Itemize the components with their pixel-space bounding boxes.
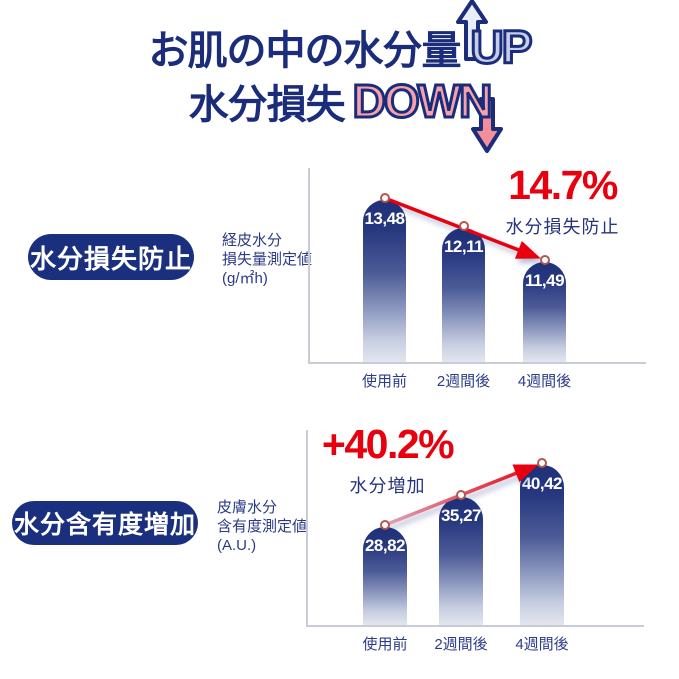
up-badge: UP [455,0,534,73]
bar-4-weeks: 40,42 [520,465,564,625]
measure-label: 経皮水分 損失量測定値 (g/㎡h) [222,231,312,288]
bar-value-label: 11,49 [524,271,565,290]
page-title: お肌の中の水分量 UP 水分損失 DOWN [0,0,679,153]
annotation-percent: 14.7% [508,162,618,208]
bar-2-weeks: 35,27 [439,497,483,625]
up-badge-text: UP [469,21,534,73]
bar-value-label: 40,42 [521,474,563,493]
annotation-caption: 水分損失防止 [505,217,620,237]
data-point-dot [537,458,547,468]
chart-area: 28,82 35,27 40,42 使用前 2週間後 [306,430,644,653]
bar-value-label: 28,82 [364,536,406,555]
title-line-2-text: 水分損失 [188,83,346,127]
up-arrow-icon [455,0,488,61]
section-pill-label: 水分含有度増加 [13,511,196,539]
chart-area: 13,48 12,11 11,49 使用前 2週間後 [308,168,646,390]
measure-label-line: 損失量測定値 [222,251,313,268]
annotation: +40.2% 水分増加 [305,424,470,498]
tick-label: 使用前 [362,636,408,653]
tick-label: 4週間後 [515,636,569,653]
tick-label: 4週間後 [517,373,572,390]
measure-label-line: 皮膚水分 [217,499,278,516]
annotation-caption: 水分増加 [349,476,426,496]
section-pill-label: 水分損失防止 [29,243,192,274]
data-point-dot [458,221,469,231]
measure-label-line: (A.U.) [217,537,257,554]
section-pill: 水分損失防止 [28,234,194,280]
down-badge-text: DOWN [351,75,494,127]
measure-label-line: 経皮水分 [222,232,283,249]
measure-label-line: (g/㎡h) [222,270,268,287]
section-pill: 水分含有度増加 [12,501,198,545]
down-badge: DOWN [351,75,504,153]
bar-before-use: 28,82 [363,527,407,625]
down-arrow-icon [471,97,504,153]
trend-arrow-icon [383,196,541,259]
data-point-dot [456,490,466,500]
bar-value-label: 12,11 [443,237,484,256]
annotation-percent: +40.2% [321,421,455,467]
title-line-1: お肌の中の水分量 UP [0,0,679,74]
bar-2-weeks: 12,11 [442,228,485,362]
title-line-2: 水分損失 DOWN [0,74,679,153]
tick-label: 使用前 [361,373,408,390]
title-line-1-text: お肌の中の水分量 [148,29,462,73]
bar-value-label: 13,48 [364,209,405,228]
bar-before-use: 13,48 [363,200,406,362]
measure-label-line: 含有度測定値 [217,518,308,535]
data-point-dot [539,255,550,265]
measure-label: 皮膚水分 含有度測定値 (A.U.) [217,498,307,555]
data-point-dot [380,520,390,530]
data-point-dot [379,193,390,203]
bar-value-label: 35,27 [440,506,482,525]
trend-arrow-icon [384,464,539,527]
bar-4-weeks: 11,49 [523,262,566,362]
annotation: 14.7% 水分損失防止 [480,165,645,239]
tick-label: 2週間後 [436,373,491,390]
tick-label: 2週間後 [434,636,488,653]
